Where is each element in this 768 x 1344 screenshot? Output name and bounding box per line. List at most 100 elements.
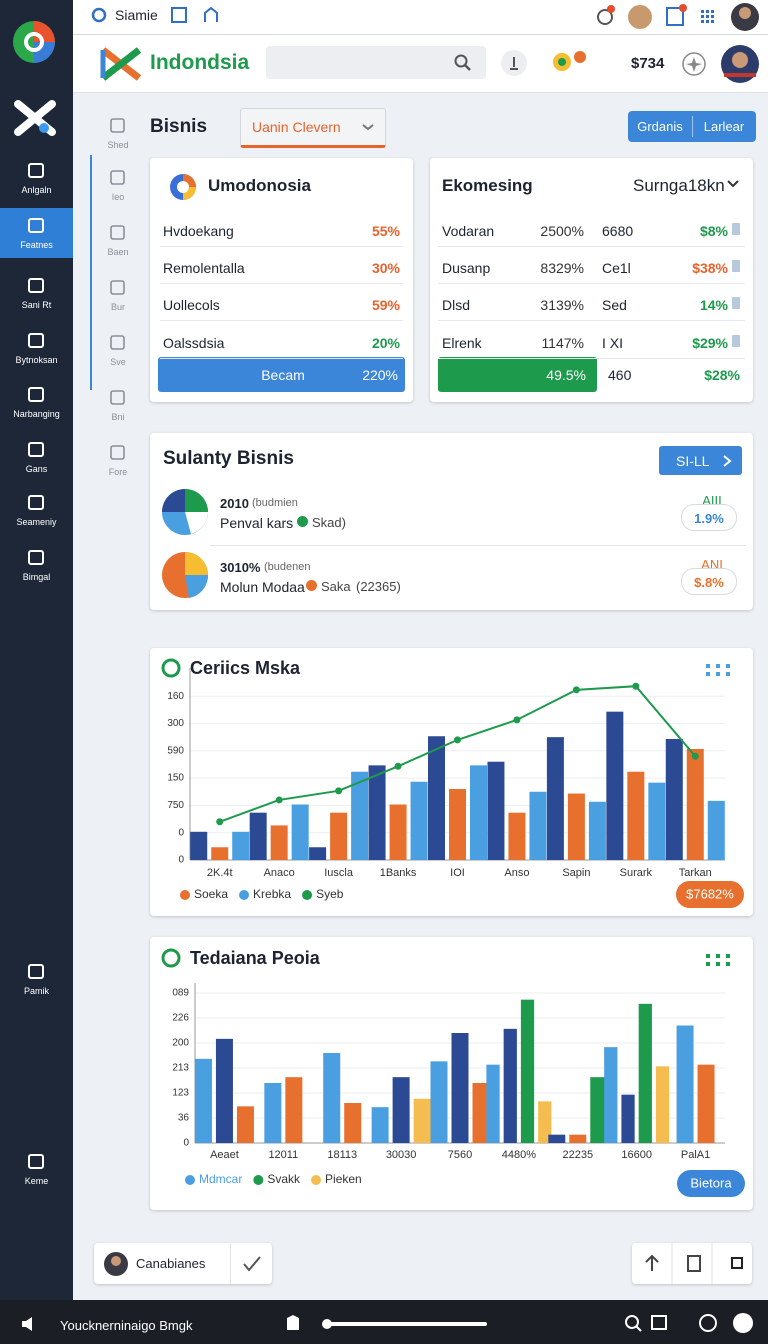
sidebar-label[interactable]: Featnes bbox=[20, 240, 53, 250]
topbar-icons bbox=[171, 7, 218, 23]
sidebar-label[interactable]: Bimgal bbox=[22, 572, 51, 582]
bar bbox=[309, 847, 327, 860]
subnav-icon[interactable] bbox=[108, 117, 128, 135]
bar bbox=[546, 737, 564, 860]
bar bbox=[655, 1066, 670, 1143]
button-group: Grdanis Larlear bbox=[628, 111, 756, 142]
sidebar-label[interactable]: Narbanging bbox=[13, 409, 60, 419]
avatar bbox=[104, 1252, 128, 1276]
card-footer-bar: Becam 220% bbox=[158, 357, 405, 392]
footer-value: 220% bbox=[362, 367, 398, 383]
subnav-icon[interactable] bbox=[108, 389, 128, 407]
annotation-pill[interactable] bbox=[676, 881, 744, 908]
dropdown[interactable]: Uanin Clevern bbox=[240, 108, 386, 148]
sidebar-icon bbox=[28, 1154, 44, 1169]
legend-dot bbox=[311, 1175, 322, 1185]
bar bbox=[371, 1107, 389, 1143]
x-tick-label: 12011 bbox=[268, 1149, 298, 1161]
row-label: Hvdoekang bbox=[163, 223, 234, 239]
row-divider bbox=[438, 283, 745, 284]
row-value: Sed bbox=[602, 297, 627, 313]
subnav-icon[interactable] bbox=[108, 444, 128, 462]
button-label[interactable]: Grdanis bbox=[637, 119, 683, 134]
media-bar[interactable] bbox=[285, 1314, 495, 1332]
badge-label: 1.9% bbox=[694, 511, 724, 526]
row-label: Dlsd bbox=[442, 297, 471, 313]
taskbar-text: Youcknerninaigo Bmgk bbox=[60, 1318, 193, 1333]
annotation: $7682% bbox=[686, 886, 734, 901]
footer-chip[interactable]: Canabianes bbox=[94, 1243, 272, 1284]
chart-menu[interactable] bbox=[706, 664, 730, 676]
row-icon bbox=[732, 335, 740, 347]
card-select[interactable]: Surnga18kn bbox=[633, 176, 725, 195]
sidebar-label[interactable]: Gans bbox=[25, 464, 48, 474]
sidebar-label[interactable]: Seameniy bbox=[16, 517, 57, 527]
sidebar-label[interactable]: Sani Rt bbox=[21, 300, 52, 310]
line-dot bbox=[394, 762, 402, 770]
subnav-icon[interactable] bbox=[108, 334, 128, 352]
annotation-pill[interactable] bbox=[677, 1170, 745, 1197]
brand-icon bbox=[14, 100, 56, 136]
subnav-icon[interactable] bbox=[108, 224, 128, 242]
row-value: 3139% bbox=[540, 297, 584, 313]
sidebar-label[interactable]: Keme bbox=[24, 1176, 49, 1186]
line-dot bbox=[335, 787, 343, 795]
chart-menu[interactable] bbox=[706, 954, 730, 966]
bar bbox=[410, 781, 428, 860]
line-dot bbox=[216, 818, 224, 826]
topbar-icon bbox=[91, 7, 107, 23]
summary-button[interactable]: SI-LL bbox=[659, 446, 742, 475]
x-tick-label: 30030 bbox=[386, 1149, 417, 1161]
sidebar-label[interactable]: Bytnoksan bbox=[15, 355, 58, 365]
summary-button-label: SI-LL bbox=[676, 453, 710, 469]
bar bbox=[470, 765, 487, 860]
bar bbox=[676, 1025, 694, 1143]
item-tag: AIII bbox=[702, 493, 722, 508]
chart: Tedaiana Peoia 0 36 123 213 200 226 089 Aeaet 12… bbox=[161, 948, 745, 1197]
legend-label: Svakk bbox=[267, 1172, 301, 1186]
bar bbox=[264, 1083, 282, 1143]
annotation: Bietora bbox=[690, 1175, 732, 1190]
line-dot bbox=[632, 682, 640, 690]
row-label: Remolentalla bbox=[163, 260, 245, 276]
row-label: Elrenk bbox=[442, 335, 482, 351]
button-divider bbox=[692, 116, 693, 137]
x-tick-label: 22235 bbox=[562, 1149, 593, 1161]
subnav-icon[interactable] bbox=[108, 169, 128, 187]
sidebar-label[interactable]: Anlgaln bbox=[21, 185, 52, 195]
subnav: Shed Ieo Baen Bur Sve Bni Fore bbox=[90, 100, 148, 480]
card-title: Umodonosia bbox=[208, 176, 311, 195]
bar bbox=[508, 812, 526, 860]
card-footer-bar: 49.5% bbox=[438, 357, 597, 392]
footer-actions bbox=[632, 1243, 752, 1284]
y-tick-label: 36 bbox=[178, 1113, 190, 1124]
subnav-icon[interactable] bbox=[108, 279, 128, 297]
legend-dot bbox=[180, 890, 190, 900]
header: Indondsia $734 bbox=[73, 35, 768, 93]
summary-title: Sulanty Bisnis bbox=[163, 448, 294, 469]
row-value: $29% bbox=[692, 335, 728, 351]
bar bbox=[291, 804, 309, 860]
taskbar-icons[interactable] bbox=[622, 1312, 758, 1334]
subnav-label: Bur bbox=[110, 302, 125, 312]
footer-icons[interactable] bbox=[632, 1243, 752, 1284]
card-title: Ekomesing bbox=[442, 176, 533, 195]
button-label[interactable]: Larlear bbox=[703, 119, 745, 134]
sidebar-label[interactable]: Pamik bbox=[23, 986, 49, 996]
row-icon bbox=[732, 297, 740, 309]
bar bbox=[590, 1077, 608, 1143]
sidebar-icon bbox=[28, 550, 44, 565]
y-tick-label: 0 bbox=[178, 827, 184, 838]
line-dot bbox=[454, 736, 461, 744]
bar bbox=[529, 791, 547, 860]
search-icon bbox=[454, 54, 471, 71]
item-name: Molun Modaa bbox=[220, 579, 305, 595]
chevron bbox=[723, 455, 732, 467]
search-box[interactable] bbox=[266, 46, 486, 79]
legend-label: Mdmcar bbox=[199, 1172, 242, 1186]
header-avatars bbox=[682, 45, 759, 83]
bar bbox=[697, 1064, 715, 1143]
chart-icon bbox=[161, 658, 181, 678]
y-tick-label: 089 bbox=[172, 988, 189, 999]
footer-value: 460 bbox=[608, 367, 632, 383]
